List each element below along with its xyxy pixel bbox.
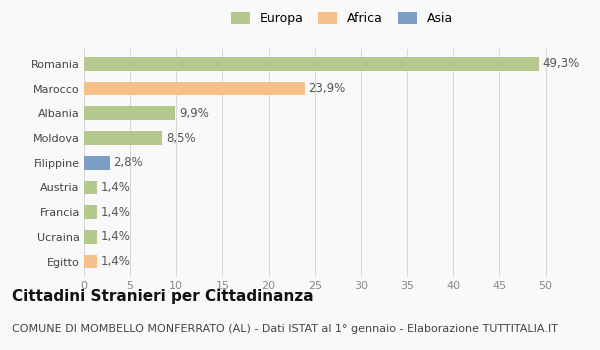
Text: 1,4%: 1,4% xyxy=(101,181,130,194)
Bar xyxy=(84,255,97,268)
Bar xyxy=(84,156,110,169)
Text: 2,8%: 2,8% xyxy=(113,156,143,169)
Text: 8,5%: 8,5% xyxy=(166,132,196,145)
Bar xyxy=(84,230,97,244)
Text: Cittadini Stranieri per Cittadinanza: Cittadini Stranieri per Cittadinanza xyxy=(12,289,314,304)
Text: 49,3%: 49,3% xyxy=(543,57,580,70)
Bar xyxy=(84,131,163,145)
Legend: Europa, Africa, Asia: Europa, Africa, Asia xyxy=(229,10,455,28)
Bar xyxy=(84,82,305,95)
Text: 1,4%: 1,4% xyxy=(101,255,130,268)
Bar xyxy=(84,106,175,120)
Text: COMUNE DI MOMBELLO MONFERRATO (AL) - Dati ISTAT al 1° gennaio - Elaborazione TUT: COMUNE DI MOMBELLO MONFERRATO (AL) - Dat… xyxy=(12,324,558,334)
Text: 1,4%: 1,4% xyxy=(101,206,130,219)
Text: 23,9%: 23,9% xyxy=(308,82,346,95)
Text: 9,9%: 9,9% xyxy=(179,107,209,120)
Text: 1,4%: 1,4% xyxy=(101,230,130,244)
Bar xyxy=(84,181,97,194)
Bar xyxy=(84,205,97,219)
Bar xyxy=(84,57,539,71)
